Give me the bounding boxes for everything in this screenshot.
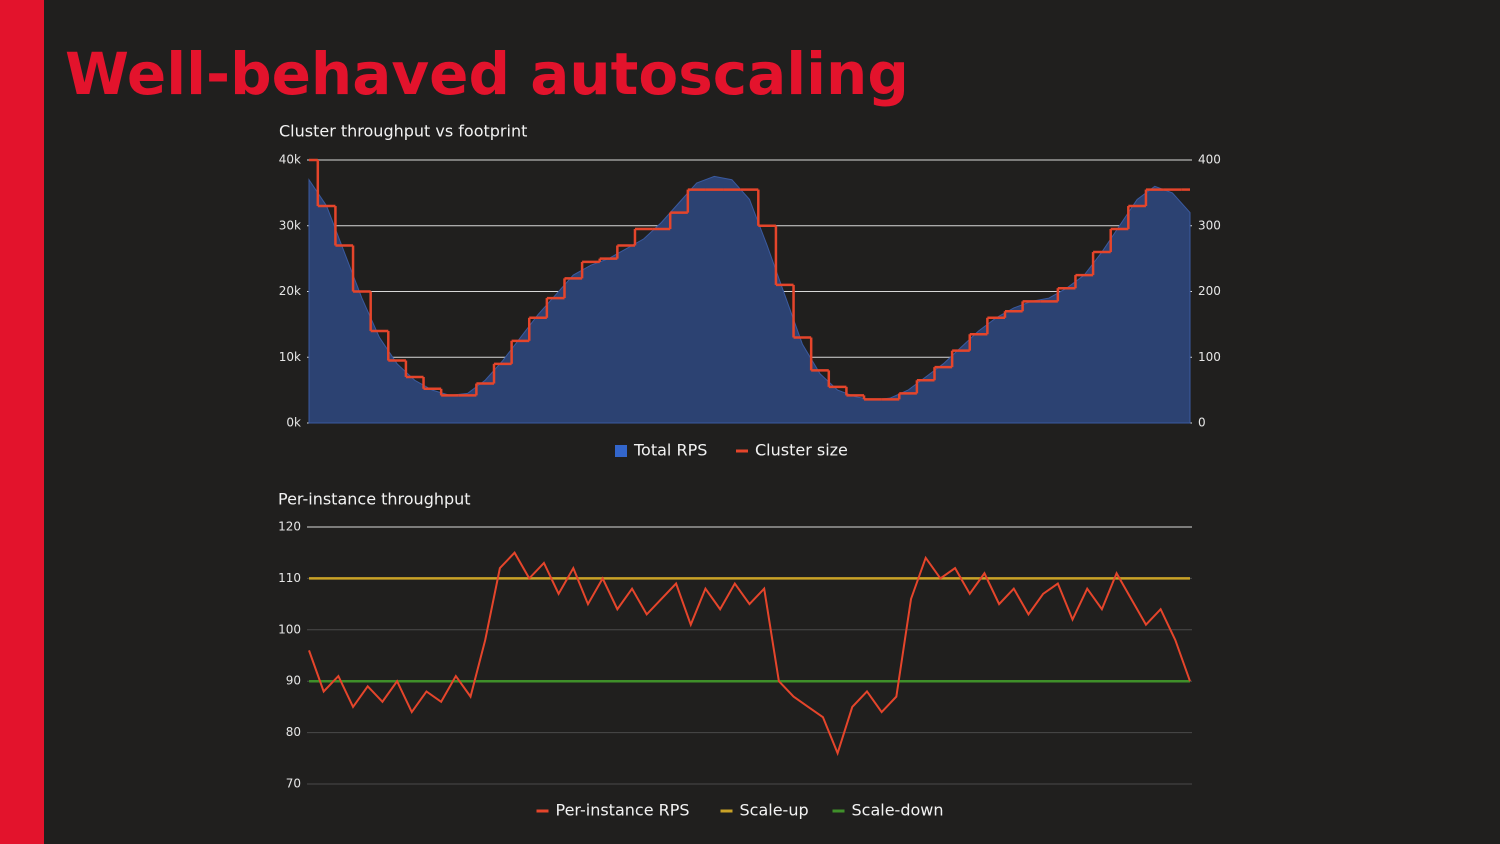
y2-tick-label: 0 xyxy=(1198,416,1206,430)
slide-title: Well-behaved autoscaling xyxy=(65,40,909,108)
line xyxy=(308,551,1191,757)
y-tick-label: 80 xyxy=(286,725,301,739)
y-tick-label: 90 xyxy=(286,674,301,688)
legend-swatch xyxy=(720,809,733,813)
legend-swatch xyxy=(536,809,549,813)
y2-tick-label: 400 xyxy=(1198,153,1221,167)
legend-swatch xyxy=(736,449,748,453)
y-tick-label: 0k xyxy=(286,416,301,430)
y2-tick-label: 200 xyxy=(1198,284,1221,298)
chart-title: Cluster throughput vs footprint xyxy=(279,122,527,141)
y2-tick-label: 300 xyxy=(1198,218,1221,232)
legend-label: Scale-up xyxy=(740,801,809,820)
y-tick-label: 120 xyxy=(278,520,301,534)
legend-label: Scale-down xyxy=(852,801,944,820)
y2-tick-label: 100 xyxy=(1198,350,1221,364)
accent-bar xyxy=(0,0,44,844)
y-tick-label: 30k xyxy=(279,218,301,232)
legend-swatch xyxy=(832,809,845,813)
y-tick-label: 70 xyxy=(286,777,301,791)
legend-label: Per-instance RPS xyxy=(556,801,690,820)
legend-swatch xyxy=(615,445,627,457)
y-tick-label: 40k xyxy=(279,153,301,167)
legend-label: Cluster size xyxy=(755,441,848,460)
y-tick-label: 110 xyxy=(278,571,301,585)
legend-label: Total RPS xyxy=(633,441,707,460)
chart-title: Per-instance throughput xyxy=(278,490,471,509)
y-tick-label: 20k xyxy=(279,284,301,298)
y-tick-label: 100 xyxy=(278,622,301,636)
y-tick-label: 10k xyxy=(279,350,301,364)
